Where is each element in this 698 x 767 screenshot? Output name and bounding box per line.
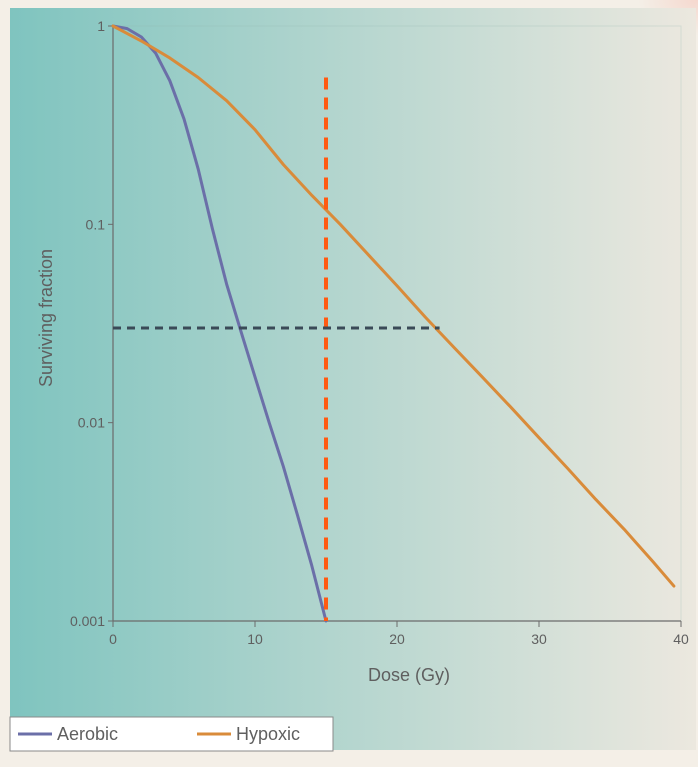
legend-hypoxic-label: Hypoxic — [236, 724, 300, 744]
x-tick-label: 0 — [109, 631, 117, 647]
plot-background — [10, 8, 696, 750]
y-tick-label: 1 — [97, 18, 105, 34]
x-tick-label: 10 — [247, 631, 263, 647]
legend-box — [9, 716, 334, 752]
x-tick-label: 40 — [673, 631, 689, 647]
legend-aerobic-label: Aerobic — [57, 724, 118, 744]
y-tick-label: 0.01 — [78, 415, 105, 431]
y-axis-label: Surviving fraction — [36, 249, 56, 387]
x-tick-label: 30 — [531, 631, 547, 647]
x-axis-label: Dose (Gy) — [368, 665, 450, 685]
y-tick-label: 0.001 — [70, 613, 105, 629]
legend: Aerobic Hypoxic — [9, 716, 334, 752]
series-lines — [111, 24, 676, 623]
y-tick-label: 0.1 — [86, 216, 106, 232]
y-axis-ticks: 0.001 0.01 0.1 1 — [70, 18, 113, 629]
x-tick-label: 20 — [389, 631, 405, 647]
x-axis-ticks: 0 10 20 30 40 — [109, 621, 689, 647]
chart-annotations — [113, 77, 440, 621]
hypoxic-curve — [111, 24, 676, 588]
